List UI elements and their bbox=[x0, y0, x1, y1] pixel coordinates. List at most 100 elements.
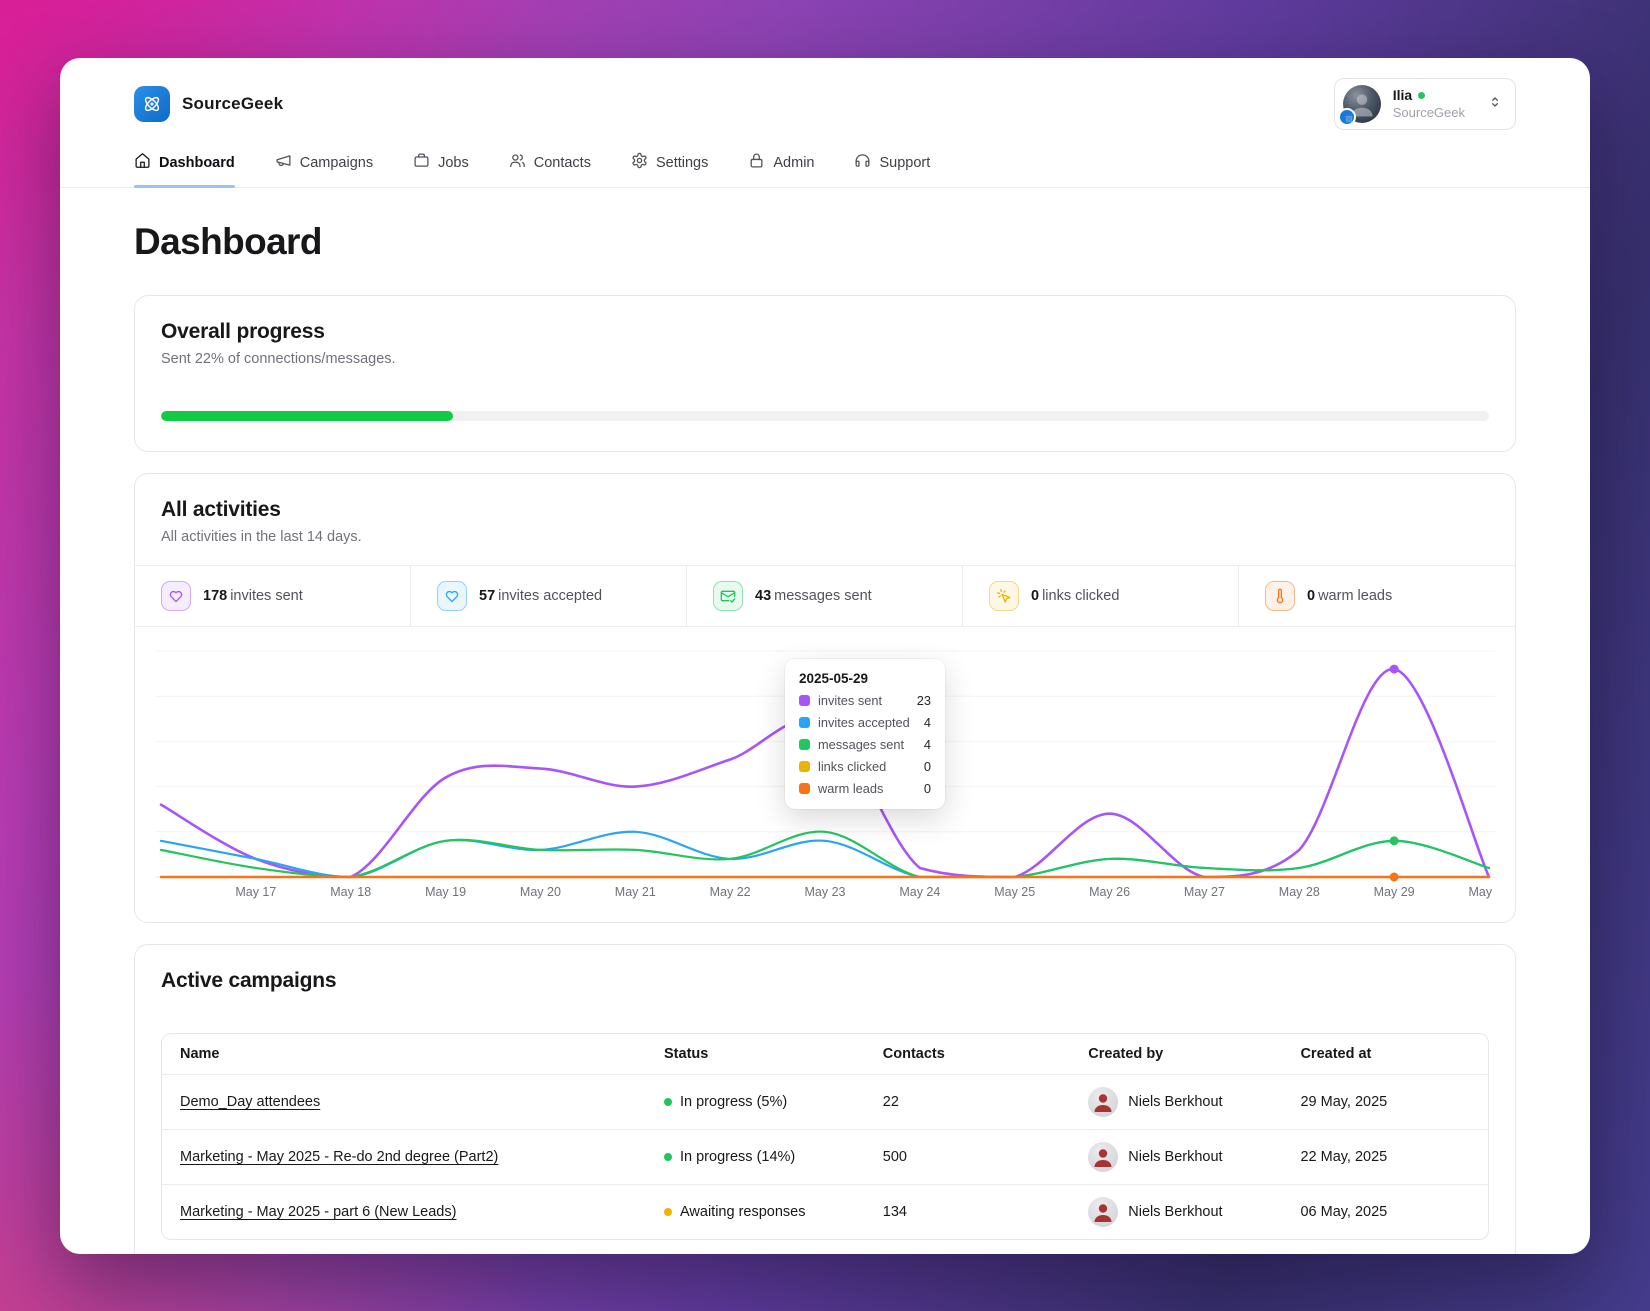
brand: SourceGeek bbox=[134, 86, 283, 122]
all-activities-subtitle: All activities in the last 14 days. bbox=[161, 529, 362, 545]
campaigns-table: Name Status Contacts Created by Created at D… bbox=[161, 1033, 1489, 1240]
user-menu[interactable]: Ilia SourceGeek bbox=[1333, 78, 1516, 130]
column-header-created-by: Created by bbox=[1088, 1046, 1164, 1062]
page-content: Dashboard Overall progress Sent 22% of c… bbox=[60, 221, 1590, 1254]
column-header-contacts: Contacts bbox=[882, 1046, 945, 1062]
user-org: SourceGeek bbox=[1392, 104, 1465, 120]
overall-progress-card: Overall progress Sent 22% of connections… bbox=[134, 295, 1516, 452]
stat-links-clicked: 0 links clicked bbox=[963, 566, 1239, 626]
active-campaigns-title: Active campaigns bbox=[161, 969, 337, 992]
x-axis-label: May 22 bbox=[710, 885, 751, 899]
activity-stats-row: 178 invites sent 57 invites accepted 43 messa… bbox=[135, 565, 1515, 627]
stat-warm-leads: 0 warm leads bbox=[1239, 566, 1515, 626]
column-header-name: Name bbox=[180, 1046, 220, 1062]
series-marker bbox=[1389, 872, 1399, 882]
nav-item-jobs[interactable]: Jobs bbox=[413, 152, 469, 187]
creator-avatar bbox=[1088, 1087, 1119, 1117]
created-at: 29 May, 2025 bbox=[1282, 1074, 1488, 1130]
lock-icon bbox=[748, 152, 765, 173]
pointer-click-icon bbox=[989, 581, 1019, 611]
gear-icon bbox=[631, 152, 648, 173]
x-axis-label: May 24 bbox=[899, 885, 940, 899]
status-badge: In progress (5%) bbox=[664, 1094, 847, 1110]
series-swatch bbox=[799, 739, 810, 750]
tooltip-row: links clicked 0 bbox=[799, 759, 931, 774]
tooltip-row: invites accepted 4 bbox=[799, 715, 931, 730]
user-meta: Ilia SourceGeek bbox=[1393, 87, 1465, 121]
table-row: Marketing - May 2025 - part 6 (New Leads… bbox=[162, 1184, 1488, 1239]
thermometer-icon bbox=[1265, 581, 1295, 611]
home-icon bbox=[134, 152, 151, 173]
nav-item-dashboard[interactable]: Dashboard bbox=[134, 152, 235, 188]
x-axis-label: May 26 bbox=[1089, 885, 1130, 899]
created-at: 22 May, 2025 bbox=[1282, 1129, 1488, 1185]
column-header-created-at: Created at bbox=[1300, 1046, 1372, 1062]
topbar: SourceGeek Ilia SourceGeek bbox=[60, 58, 1590, 130]
all-activities-title: All activities bbox=[161, 498, 281, 521]
table-row: Demo_Day attendees In progress (5%) 22 Niel… bbox=[162, 1074, 1488, 1130]
tooltip-row: warm leads 0 bbox=[799, 781, 931, 796]
x-axis-label: May 27 bbox=[1184, 885, 1225, 899]
status-badge: Awaiting responses bbox=[664, 1204, 847, 1220]
campaign-link[interactable]: Marketing - May 2025 - part 6 (New Leads… bbox=[180, 1204, 457, 1220]
created-by: Niels Berkhout bbox=[1088, 1142, 1264, 1172]
user-name: Ilia bbox=[1392, 87, 1413, 104]
series-swatch bbox=[799, 761, 810, 772]
progress-bar-fill bbox=[161, 411, 454, 421]
sourcegeek-logo-icon bbox=[134, 86, 170, 122]
active-campaigns-card: Active campaigns Name Status Contacts Creat… bbox=[134, 944, 1516, 1254]
series-swatch bbox=[799, 695, 810, 706]
stat-invites-sent: 178 invites sent bbox=[135, 566, 411, 626]
main-nav: Dashboard Campaigns Jobs Contacts Settings Ad… bbox=[60, 130, 1590, 188]
stat-messages-sent: 43 messages sent bbox=[687, 566, 963, 626]
overall-progress-title: Overall progress bbox=[161, 320, 325, 343]
status-dot-icon bbox=[664, 1208, 672, 1216]
contacts-count: 22 bbox=[864, 1074, 1071, 1130]
mail-check-icon bbox=[713, 581, 743, 611]
nav-item-campaigns[interactable]: Campaigns bbox=[275, 152, 373, 187]
status-dot-icon bbox=[664, 1153, 672, 1161]
column-header-status: Status bbox=[664, 1046, 709, 1062]
nav-item-settings[interactable]: Settings bbox=[631, 152, 708, 187]
online-status-dot bbox=[1418, 92, 1426, 100]
x-axis-label: May 18 bbox=[330, 885, 371, 899]
activity-line-chart: May 17 May 18 May 19 May 20 May 21 May 22 May … bbox=[155, 650, 1510, 899]
x-axis-label: May 29 bbox=[1374, 885, 1415, 899]
nav-item-support[interactable]: Support bbox=[854, 152, 930, 187]
x-axis-label: May 20 bbox=[520, 885, 561, 899]
nav-item-admin[interactable]: Admin bbox=[748, 152, 814, 187]
app-window: SourceGeek Ilia SourceGeek Dashboard Camp… bbox=[60, 58, 1590, 1254]
tooltip-row: messages sent 4 bbox=[799, 737, 931, 752]
series-line-messages-sent bbox=[159, 830, 1491, 879]
x-axis-label: May 19 bbox=[425, 885, 466, 899]
all-activities-card: All activities All activities in the las… bbox=[134, 473, 1516, 923]
x-axis-label: May 25 bbox=[994, 885, 1035, 899]
stat-invites-accepted: 57 invites accepted bbox=[411, 566, 687, 626]
series-marker bbox=[1389, 836, 1399, 846]
briefcase-icon bbox=[413, 152, 430, 173]
page-title: Dashboard bbox=[134, 221, 322, 262]
nav-item-contacts[interactable]: Contacts bbox=[509, 152, 591, 187]
overall-progress-subtitle: Sent 22% of connections/messages. bbox=[161, 351, 396, 367]
status-badge: In progress (14%) bbox=[664, 1149, 847, 1165]
contacts-count: 134 bbox=[864, 1184, 1071, 1239]
heart-icon bbox=[161, 581, 191, 611]
series-swatch bbox=[799, 783, 810, 794]
x-axis-label: May 21 bbox=[615, 885, 656, 899]
campaign-link[interactable]: Demo_Day attendees bbox=[180, 1094, 321, 1110]
sourcegeek-badge-icon bbox=[1337, 108, 1356, 126]
activity-chart-area[interactable]: 2025-05-29 invites sent 23 invites accepte… bbox=[135, 627, 1515, 922]
created-at: 06 May, 2025 bbox=[1282, 1184, 1488, 1239]
headphones-icon bbox=[854, 152, 871, 173]
table-header-row: Name Status Contacts Created by Created at bbox=[162, 1034, 1488, 1075]
table-row: Marketing - May 2025 - Re-do 2nd degree … bbox=[162, 1129, 1488, 1185]
tooltip-date: 2025-05-29 bbox=[799, 671, 869, 686]
creator-avatar bbox=[1088, 1197, 1119, 1227]
creator-avatar bbox=[1088, 1142, 1119, 1172]
users-icon bbox=[509, 152, 526, 173]
progress-bar bbox=[161, 411, 1489, 421]
x-axis-label: May 17 bbox=[235, 885, 276, 899]
campaign-link[interactable]: Marketing - May 2025 - Re-do 2nd degree … bbox=[180, 1149, 499, 1165]
chart-tooltip: 2025-05-29 invites sent 23 invites accepte… bbox=[785, 659, 945, 809]
created-by: Niels Berkhout bbox=[1088, 1197, 1264, 1227]
